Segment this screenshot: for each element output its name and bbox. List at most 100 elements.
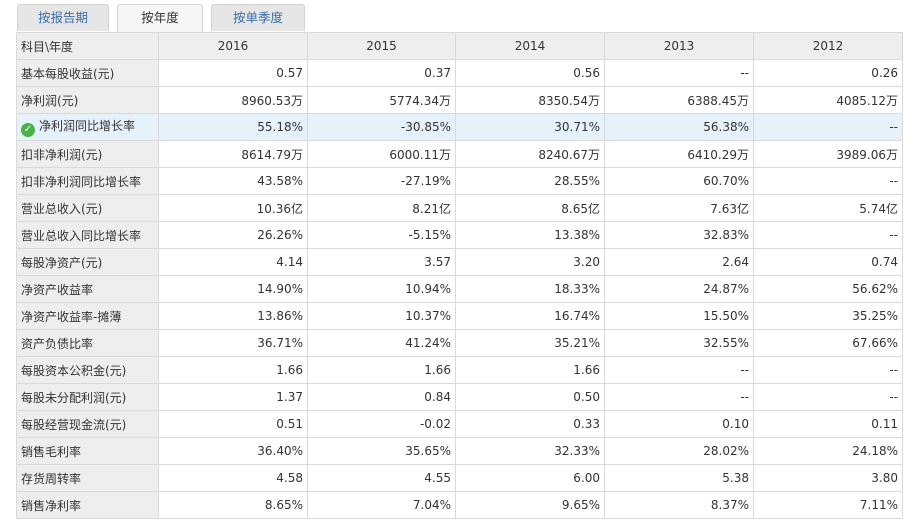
value-cell: 24.18% (753, 437, 903, 465)
row-label-text: 每股资本公积金(元) (21, 363, 127, 378)
value-cell: 1.66 (307, 356, 456, 384)
value-cell: -- (753, 167, 903, 195)
row-label: 净利润(元) (16, 86, 159, 114)
row-label: 净资产收益率 (16, 275, 159, 303)
value-cell: -- (604, 59, 754, 87)
row-label: 基本每股收益(元) (16, 59, 159, 87)
value-cell: 5774.34万 (307, 86, 456, 114)
value-cell: 3.80 (753, 464, 903, 492)
value-cell: -- (604, 383, 754, 411)
value-cell: 14.90% (158, 275, 308, 303)
value-cell: 10.37% (307, 302, 456, 330)
table-row: 存货周转率 4.58 4.55 6.00 5.38 3.80 (16, 464, 903, 492)
table-row: 净资产收益率 14.90% 10.94% 18.33% 24.87% 56.62% (16, 275, 903, 303)
value-cell: 5.38 (604, 464, 754, 492)
value-cell: 0.10 (604, 410, 754, 438)
table-row: 销售净利率 8.65% 7.04% 9.65% 8.37% 7.11% (16, 491, 903, 519)
value-cell: 28.55% (455, 167, 605, 195)
value-cell: 0.57 (158, 59, 308, 87)
value-cell: -- (753, 383, 903, 411)
value-cell: 1.66 (455, 356, 605, 384)
row-label-text: 每股净资产(元) (21, 255, 103, 270)
header-year: 2015 (307, 32, 456, 60)
row-label-text: 净利润同比增长率 (39, 119, 136, 133)
value-cell: 56.38% (604, 113, 754, 141)
row-label: 净资产收益率-摊薄 (16, 302, 159, 330)
row-label-text: 净利润(元) (21, 93, 79, 108)
row-label: 营业总收入(元) (16, 194, 159, 222)
value-cell: 0.50 (455, 383, 605, 411)
value-cell: 60.70% (604, 167, 754, 195)
row-label: 销售净利率 (16, 491, 159, 519)
value-cell: 6000.11万 (307, 140, 456, 168)
value-cell: -- (753, 221, 903, 249)
row-label: 扣非净利润同比增长率 (16, 167, 159, 195)
value-cell: 35.25% (753, 302, 903, 330)
value-cell: 8.65% (158, 491, 308, 519)
table-row: 扣非净利润(元) 8614.79万 6000.11万 8240.67万 6410.29万… (16, 140, 903, 168)
value-cell: 0.84 (307, 383, 456, 411)
value-cell: 35.21% (455, 329, 605, 357)
row-label-text: 资产负债比率 (21, 336, 94, 351)
row-label-text: 基本每股收益(元) (21, 66, 115, 81)
header-year: 2013 (604, 32, 754, 60)
table-row: 扣非净利润同比增长率 43.58% -27.19% 28.55% 60.70% -- (16, 167, 903, 195)
value-cell: 0.56 (455, 59, 605, 87)
row-label-text: 营业总收入同比增长率 (21, 228, 142, 243)
check-circle-icon: ✓ (21, 123, 35, 137)
value-cell: 8240.67万 (455, 140, 605, 168)
value-cell: 7.11% (753, 491, 903, 519)
header-year: 2016 (158, 32, 308, 60)
value-cell: 32.55% (604, 329, 754, 357)
value-cell: 1.37 (158, 383, 308, 411)
table-row: 营业总收入(元) 10.36亿 8.21亿 8.65亿 7.63亿 5.74亿 (16, 194, 903, 222)
row-label: 资产负债比率 (16, 329, 159, 357)
row-label: 销售毛利率 (16, 437, 159, 465)
value-cell: 9.65% (455, 491, 605, 519)
value-cell: 35.65% (307, 437, 456, 465)
row-label-text: 扣非净利润同比增长率 (21, 174, 142, 189)
value-cell: 7.63亿 (604, 194, 754, 222)
table-row: 销售毛利率 36.40% 35.65% 32.33% 28.02% 24.18% (16, 437, 903, 465)
value-cell: 3989.06万 (753, 140, 903, 168)
row-label: 营业总收入同比增长率 (16, 221, 159, 249)
value-cell: 0.74 (753, 248, 903, 276)
tab-by-quarter[interactable]: 按单季度 (211, 4, 305, 31)
value-cell: -27.19% (307, 167, 456, 195)
row-label-text: 存货周转率 (21, 471, 82, 486)
value-cell: 4.58 (158, 464, 308, 492)
value-cell: 4.55 (307, 464, 456, 492)
value-cell: 36.40% (158, 437, 308, 465)
value-cell: 0.33 (455, 410, 605, 438)
value-cell: 0.51 (158, 410, 308, 438)
value-cell: 28.02% (604, 437, 754, 465)
row-label-text: 净资产收益率-摊薄 (21, 309, 122, 324)
table-row: 每股净资产(元) 4.14 3.57 3.20 2.64 0.74 (16, 248, 903, 276)
value-cell: 8.65亿 (455, 194, 605, 222)
value-cell: 3.20 (455, 248, 605, 276)
value-cell: 8350.54万 (455, 86, 605, 114)
value-cell: 6410.29万 (604, 140, 754, 168)
table-row: 净利润(元) 8960.53万 5774.34万 8350.54万 6388.45万 40… (16, 86, 903, 114)
header-corner: 科目\年度 (16, 32, 159, 60)
row-label: 每股净资产(元) (16, 248, 159, 276)
value-cell: 3.57 (307, 248, 456, 276)
value-cell: 24.87% (604, 275, 754, 303)
header-year: 2012 (753, 32, 903, 60)
row-label-text: 净资产收益率 (21, 282, 94, 297)
value-cell: -- (604, 356, 754, 384)
tab-by-year[interactable]: 按年度 (117, 4, 203, 32)
row-label: 扣非净利润(元) (16, 140, 159, 168)
value-cell: 43.58% (158, 167, 308, 195)
tab-by-report-period[interactable]: 按报告期 (17, 4, 109, 31)
value-cell: 7.04% (307, 491, 456, 519)
value-cell: 6388.45万 (604, 86, 754, 114)
row-label: 每股经营现金流(元) (16, 410, 159, 438)
value-cell: -- (753, 113, 903, 141)
table-row: 资产负债比率 36.71% 41.24% 35.21% 32.55% 67.66% (16, 329, 903, 357)
value-cell: -- (753, 356, 903, 384)
row-label: 每股未分配利润(元) (16, 383, 159, 411)
financial-indicators-table: 科目\年度 2016 2015 2014 2013 2012 基本每股收益(元)… (16, 32, 903, 519)
table-row: 每股资本公积金(元) 1.66 1.66 1.66 -- -- (16, 356, 903, 384)
value-cell: 1.66 (158, 356, 308, 384)
